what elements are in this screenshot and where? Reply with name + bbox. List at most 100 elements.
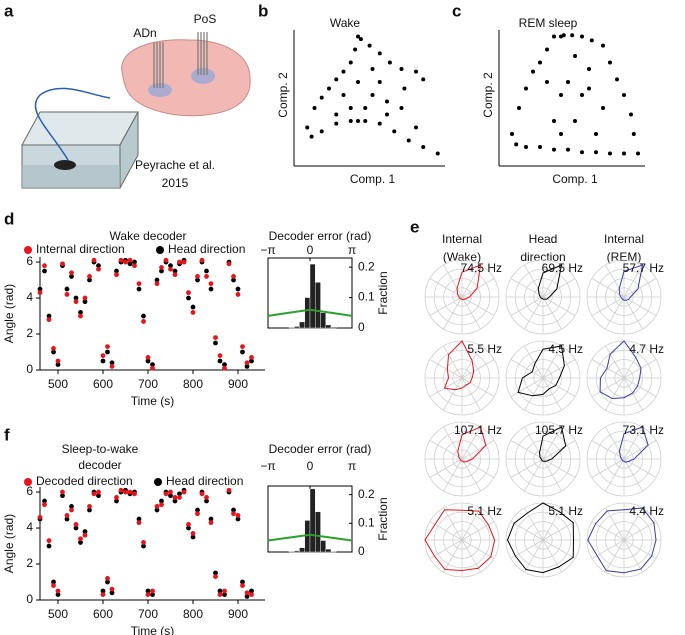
point — [249, 588, 254, 594]
point — [204, 498, 209, 504]
point — [87, 277, 92, 283]
polar-spoke — [443, 264, 463, 298]
tuning-curve — [424, 509, 496, 572]
point — [154, 504, 160, 509]
chart-title: Decoder error (rad) — [269, 442, 372, 456]
peak-rate: 4.7 Hz — [629, 342, 664, 356]
point — [186, 525, 191, 531]
y-axis-label: Comp. 2 — [481, 72, 495, 118]
point — [78, 536, 83, 542]
point — [186, 522, 191, 527]
legend-label: Head direction — [166, 474, 243, 488]
tuning-curve — [456, 264, 482, 301]
point — [348, 60, 353, 65]
polar-spoke — [623, 539, 657, 559]
chart-title: Sleep-to-wake — [62, 442, 139, 456]
polar-spoke — [542, 278, 576, 298]
polar-spoke — [429, 377, 463, 397]
polar-spoke — [542, 345, 562, 379]
point — [377, 121, 382, 126]
point — [580, 93, 584, 97]
point — [552, 119, 556, 123]
tuning-curve — [587, 507, 657, 574]
point — [524, 145, 528, 149]
polar-spoke — [605, 507, 625, 541]
point — [370, 67, 375, 71]
tuning-curve — [517, 345, 565, 397]
polar-spoke — [623, 278, 657, 298]
point — [78, 310, 83, 315]
polar-spoke — [605, 377, 625, 411]
point — [524, 86, 528, 91]
bar — [294, 550, 300, 553]
point — [37, 514, 43, 520]
point — [587, 67, 591, 71]
point — [150, 365, 155, 371]
x-axis-label: Comp. 1 — [552, 172, 598, 186]
tuning-curve — [537, 264, 563, 300]
polar-spoke — [443, 507, 463, 541]
point — [573, 54, 577, 58]
tuning-curve — [457, 426, 487, 463]
point — [141, 319, 146, 324]
point — [213, 574, 218, 580]
pos-region — [191, 68, 215, 84]
point — [552, 147, 556, 152]
point — [348, 119, 353, 123]
y-tick-label: 4 — [26, 290, 33, 304]
point — [580, 34, 584, 39]
point — [559, 93, 563, 97]
polar-spoke — [429, 359, 463, 379]
polar-spoke — [623, 296, 643, 330]
point — [51, 579, 56, 585]
polar-spoke — [524, 345, 544, 379]
point — [213, 335, 218, 341]
point — [406, 138, 411, 143]
point — [319, 129, 324, 134]
legend-marker — [156, 246, 164, 254]
x-axis-label: Time (s) — [131, 624, 175, 635]
x-tick-label: 800 — [183, 607, 203, 621]
polar-spoke — [542, 458, 576, 478]
point — [208, 516, 214, 522]
tuning-curve — [538, 426, 567, 462]
point — [42, 498, 47, 504]
y-tick-label: 6 — [26, 484, 33, 498]
point — [217, 353, 223, 359]
polar-spoke — [461, 345, 481, 379]
column-header: direction — [520, 250, 565, 264]
x-tick-label: π — [348, 459, 356, 473]
point — [305, 125, 310, 130]
point — [601, 106, 605, 110]
point — [363, 106, 368, 110]
point — [240, 349, 245, 355]
peak-rate: 73.1 Hz — [623, 423, 664, 437]
legend-label: Internal direction — [36, 242, 125, 256]
chart-title: Wake — [330, 16, 361, 30]
point — [190, 310, 196, 315]
polar-spoke — [591, 458, 625, 478]
polar-spoke — [461, 426, 481, 460]
point — [87, 507, 92, 513]
point — [145, 355, 151, 360]
point — [186, 295, 191, 301]
point — [177, 495, 182, 500]
point — [73, 522, 79, 527]
point — [42, 268, 47, 274]
point — [631, 132, 636, 136]
polar-spoke — [542, 521, 576, 541]
polar-spoke — [623, 521, 657, 541]
point — [87, 274, 92, 279]
point — [64, 286, 70, 292]
point — [100, 592, 106, 598]
point — [235, 292, 241, 297]
polar-spoke — [510, 521, 544, 541]
point — [51, 583, 56, 589]
peak-rate: 5.1 Hz — [548, 504, 583, 518]
panel-letter: a — [4, 1, 14, 20]
point — [105, 579, 110, 585]
point — [235, 516, 241, 522]
point — [195, 274, 200, 279]
point — [42, 502, 47, 508]
x-tick-label: 0 — [307, 459, 314, 473]
